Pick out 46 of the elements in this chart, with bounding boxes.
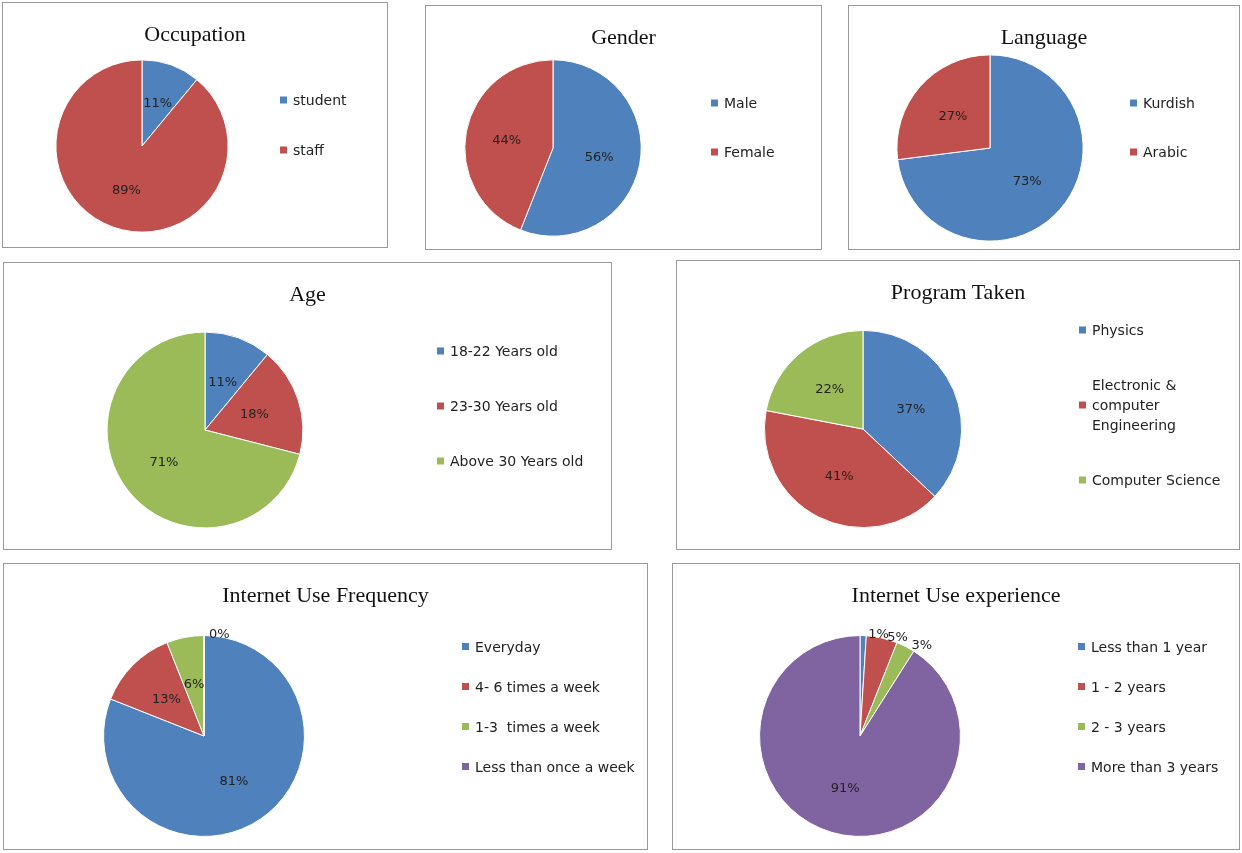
chart-title: Internet Use Frequency [222,581,429,607]
data-label: 56% [584,149,614,165]
legend-label: 23-30 Years old [450,398,558,414]
legend-label: Less than once a week [475,758,636,775]
data-label: 5% [887,628,908,644]
data-label: 37% [896,400,926,416]
legend-label: Less than 1 year [1091,638,1208,655]
chart-title: Program Taken [890,278,1026,304]
legend-label: 18-22 Years old [450,343,558,359]
data-label: 73% [1012,173,1042,189]
chart-title: Age [289,280,326,306]
legend-label: 4- 6 times a week [475,678,601,695]
chart-title: Occupation [144,20,246,46]
legend-label: staff [293,142,325,158]
legend-label: 2 - 3 years [1091,718,1166,735]
data-label: 71% [149,454,179,470]
legend-label: student [293,92,348,108]
legend-label: More than 3 years [1091,758,1219,775]
data-label: 27% [938,107,968,123]
data-label: 44% [492,131,522,147]
data-label: 18% [239,406,269,422]
data-label: 91% [830,779,860,795]
data-label: 81% [219,772,249,788]
chart-title: Gender [591,23,657,49]
data-label: 41% [824,468,854,484]
legend-label: Kurdish [1143,95,1195,111]
legend-label: 1 - 2 years [1091,678,1166,695]
legend-label: Arabic [1143,144,1188,160]
legend-label: Computer Science [1092,472,1221,488]
chart-title: Internet Use experience [851,581,1061,607]
data-label: 11% [208,373,238,389]
legend-label: Female [724,144,775,160]
legend-label: Everyday [475,638,541,655]
data-label: 11% [143,95,173,111]
chart-title: Language [1000,23,1088,49]
text: 0% [209,626,230,642]
data-label: 22% [815,381,845,397]
legend-label: Electronic & computer Engineering [1092,377,1181,433]
data-label: 3% [911,637,933,653]
legend-label: Above 30 Years old [450,453,584,469]
data-label: 89% [111,181,141,197]
data-label: 13% [151,690,181,706]
legend-label: Male [724,95,758,111]
data-label: 1% [868,626,889,642]
legend-label: Physics [1092,322,1144,338]
legend-label: 1-3 times a week [475,718,601,735]
